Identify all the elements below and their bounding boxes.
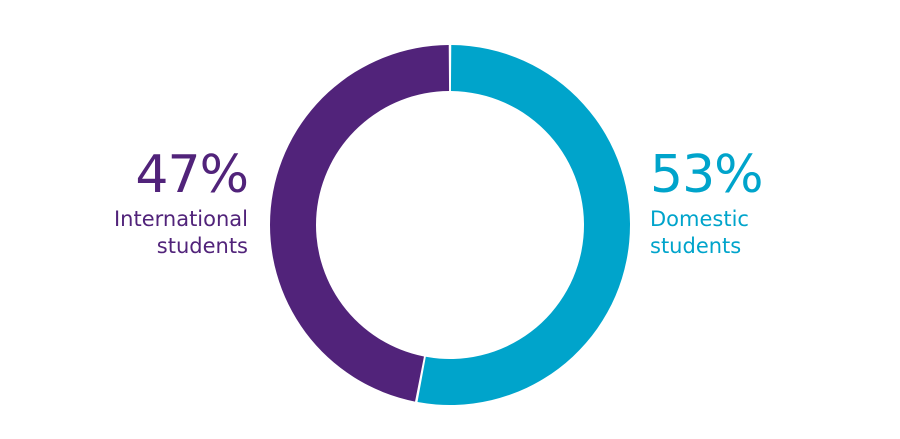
domestic-description-line2: students [650, 234, 742, 258]
international-description-line1: International [113, 207, 248, 231]
international-description: International students [8, 206, 248, 260]
domestic-label: 53% Domestic students [650, 140, 890, 260]
domestic-description: Domestic students [650, 206, 890, 260]
international-percentage: 47% [135, 145, 249, 205]
international-label: 47% International students [8, 140, 249, 260]
domestic-description-line1: Domestic [650, 207, 749, 231]
donut-slice-domestic [417, 45, 630, 405]
international-description-line2: students [156, 234, 248, 258]
donut-slice-international [269, 45, 450, 402]
domestic-percentage: 53% [650, 145, 764, 205]
